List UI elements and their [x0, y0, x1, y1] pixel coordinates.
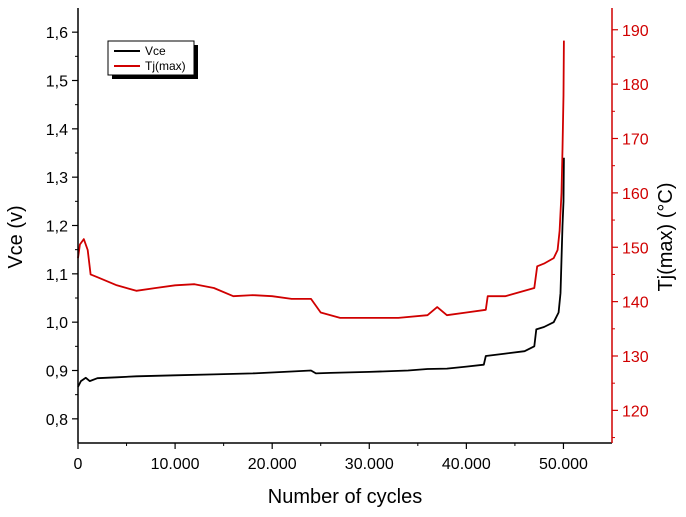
y-left-tick-label: 0,9 [46, 364, 68, 381]
x-tick-label: 40.000 [442, 456, 491, 473]
legend-label: Tj(max) [145, 59, 186, 73]
y-right-tick-label: 140 [622, 295, 649, 312]
y-axis-left-label: Vce (v) [5, 205, 27, 268]
y-left-tick-label: 1,4 [46, 122, 68, 139]
series-vce-line [77, 157, 565, 388]
y-left-tick-label: 1,6 [46, 25, 68, 42]
y-left-tick-label: 0,8 [46, 412, 68, 429]
x-tick-label: 50.000 [539, 456, 588, 473]
y-right-tick-label: 120 [622, 403, 649, 420]
y-left-tick-label: 1,3 [46, 170, 68, 187]
x-tick-label: 30.000 [345, 456, 394, 473]
x-tick-label: 10.000 [151, 456, 200, 473]
legend-label: Vce [145, 44, 166, 58]
x-tick-label: 0 [74, 456, 83, 473]
y-right-tick-label: 160 [622, 186, 649, 203]
y-left-tick-label: 1,0 [46, 315, 68, 332]
y-right-tick-label: 170 [622, 132, 649, 149]
y-right-tick-label: 130 [622, 349, 649, 366]
axes-layer: 0 10.000 20.000 30.000 40.000 50.000 0,8 0,9 1,0… [46, 8, 649, 473]
y-right-tick-label: 150 [622, 240, 649, 257]
x-tick-label: 20.000 [248, 456, 297, 473]
y-left-tick-label: 1,2 [46, 219, 68, 236]
series-tj-max-line [77, 40, 565, 319]
x-axis-label: Number of cycles [268, 486, 423, 508]
legend-box [107, 40, 195, 76]
y-left-tick-label: 1,5 [46, 74, 68, 91]
y-right-tick-label: 180 [622, 77, 649, 94]
series-layer [77, 40, 565, 388]
y-left-tick-label: 1,1 [46, 267, 68, 284]
y-axis-right-label: Tj(max) (°C) [655, 182, 677, 291]
y-right-tick-label: 190 [622, 23, 649, 40]
